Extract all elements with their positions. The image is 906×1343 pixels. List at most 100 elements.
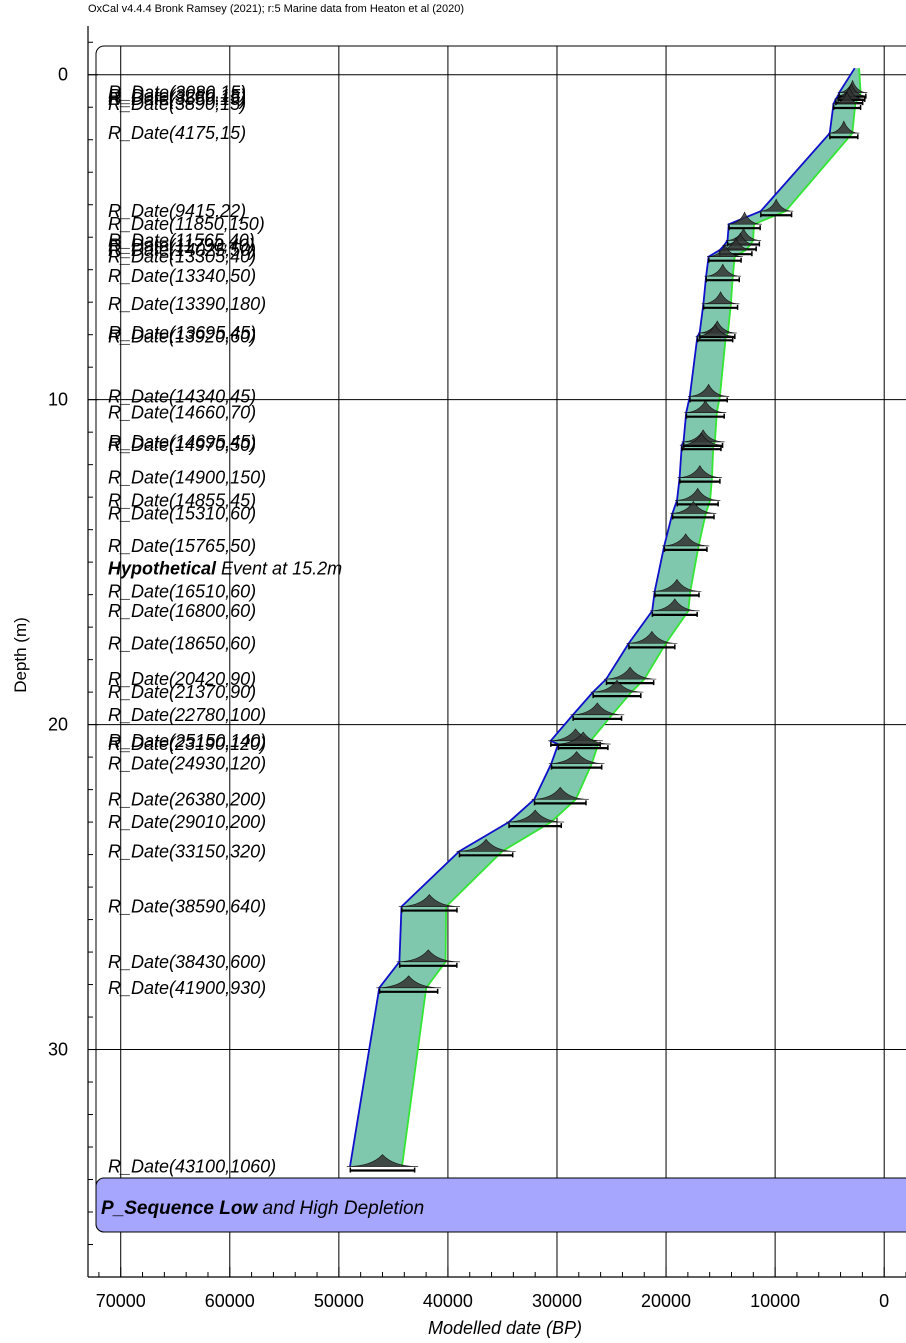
sample-label-0: R_Date(3080,15)	[108, 83, 246, 103]
sequence-label-bold: P_Sequence Low	[101, 1198, 258, 1219]
chart-header: OxCal v4.4.4 Bronk Ramsey (2021); r:5 Ma…	[88, 3, 464, 15]
sample-label-18: R_Date(14970,50)	[108, 435, 256, 455]
envelope-young-edge	[401, 68, 862, 1167]
sample-peak-20	[674, 487, 721, 501]
sample-label-9: R_Date(14025,50)	[108, 240, 256, 260]
event-label-rest: Event at 15.2m	[216, 559, 342, 579]
x-tick-label-60000: 60000	[205, 1291, 255, 1311]
sample-peak-16	[684, 400, 727, 413]
sample-label-6: R_Date(11850,150)	[108, 214, 265, 234]
sample-label-25: R_Date(18650,60)	[108, 633, 256, 653]
sample-peak-14	[695, 323, 735, 337]
sample-label-11: R_Date(13340,50)	[108, 266, 256, 286]
sample-label-21: R_Date(15310,60)	[108, 503, 256, 523]
sample-label-19: R_Date(14900,150)	[108, 468, 266, 488]
sample-label-12: R_Date(13390,180)	[108, 294, 266, 314]
axes: 70000 60000 50000 40000 30000 20000 10000 0 0 10 2…	[48, 26, 906, 1311]
sample-peak-28	[570, 702, 625, 716]
event-label: Hypothetical Event at 15.2m	[108, 559, 342, 579]
sample-label-4: R_Date(4175,15)	[108, 123, 246, 143]
sample-peak-23	[652, 578, 702, 592]
sample-label-38: R_Date(43100,1060)	[108, 1157, 276, 1177]
sample-label-17: R_Date(14695,45)	[108, 432, 256, 452]
y-tick-label-0: 0	[58, 65, 68, 85]
sample-label-33: R_Date(29010,200)	[108, 812, 266, 832]
sample-label-10: R_Date(13305,40)	[108, 247, 256, 267]
sample-peak-11	[704, 263, 742, 277]
sequence-band: P_Sequence Low and High Depletion	[95, 45, 906, 1233]
sample-label-14: R_Date(13920,60)	[108, 326, 256, 346]
x-axis-label: Modelled date (BP)	[428, 1318, 582, 1338]
sample-peak-12	[701, 291, 740, 305]
sample-peak-13	[697, 320, 737, 334]
sample-label-2: R_Date(3550,15)	[108, 89, 246, 109]
sequence-label: P_Sequence Low and High Depletion	[101, 1198, 424, 1219]
sample-peak-27	[590, 679, 644, 693]
x-tick-label-10000: 10000	[750, 1291, 800, 1311]
sample-peak-32	[531, 786, 589, 800]
sample-label-26: R_Date(20420,90)	[108, 669, 256, 689]
sample-peak-30	[555, 731, 611, 745]
sample-peak-35	[398, 894, 461, 907]
sample-label-13: R_Date(13695,45)	[108, 323, 256, 343]
sample-marks	[346, 79, 868, 1173]
y-tick-label-10: 10	[48, 390, 68, 410]
sample-peak-36	[396, 949, 461, 963]
grid-lines	[88, 46, 906, 1277]
sample-peak-19	[677, 465, 723, 478]
sample-peak-22	[662, 533, 710, 547]
y-axis-label: Depth (m)	[11, 617, 30, 693]
y-tick-label-30: 30	[48, 1040, 68, 1060]
sample-peak-6	[727, 211, 762, 225]
y-tick-label-20: 20	[48, 715, 68, 735]
sample-peak-4	[828, 120, 860, 134]
sample-peak-1	[836, 82, 867, 97]
sample-peak-5	[759, 198, 794, 212]
sample-label-30: R_Date(23190,120)	[108, 734, 266, 754]
sample-label-7: R_Date(11565,40)	[108, 230, 255, 250]
x-tick-label-50000: 50000	[314, 1291, 364, 1311]
sample-peak-15	[687, 383, 730, 397]
x-tick-label-20000: 20000	[641, 1291, 691, 1311]
sample-label-16: R_Date(14660,70)	[108, 403, 256, 423]
sample-peak-34	[456, 838, 516, 852]
sample-label-31: R_Date(24930,120)	[108, 754, 266, 774]
sample-label-27: R_Date(21370,90)	[108, 682, 256, 702]
x-tick-label-30000: 30000	[532, 1291, 582, 1311]
sample-peak-3	[832, 91, 863, 105]
sample-peak-38	[346, 1154, 419, 1167]
sample-label-8: R_Date(11790,40)	[108, 235, 255, 255]
sample-peak-21	[670, 500, 717, 514]
x-tick-label-0: 0	[879, 1291, 889, 1311]
sample-peak-31	[548, 751, 605, 764]
age-depth-envelope	[349, 67, 862, 1167]
sample-peak-8	[722, 232, 758, 246]
sample-label-37: R_Date(41900,930)	[108, 978, 266, 998]
sample-peak-10	[706, 243, 743, 258]
sample-peak-18	[679, 432, 724, 446]
envelope-old-edge	[349, 67, 856, 1167]
x-tick-label-70000: 70000	[96, 1291, 146, 1311]
sample-peak-7	[725, 227, 762, 241]
sample-label-24: R_Date(16800,60)	[108, 601, 256, 621]
sample-label-23: R_Date(16510,60)	[108, 581, 256, 601]
sample-peak-29	[548, 728, 603, 742]
sample-labels: R_Date(3080,15)R_Date(3280,15)R_Date(355…	[108, 83, 342, 1177]
sequence-label-rest: and High Depletion	[257, 1198, 424, 1219]
sample-label-20: R_Date(14855,45)	[108, 490, 256, 510]
sample-label-36: R_Date(38430,600)	[108, 952, 266, 972]
sample-label-3: R_Date(3890,15)	[108, 94, 246, 114]
sample-label-29: R_Date(25150,140)	[108, 731, 266, 751]
envelope-fill	[350, 68, 861, 1167]
sample-peak-26	[603, 666, 657, 680]
x-tick-label-40000: 40000	[423, 1291, 473, 1311]
sample-label-32: R_Date(26380,200)	[108, 789, 266, 809]
sample-label-1: R_Date(3280,15)	[108, 86, 246, 106]
sample-peak-25	[626, 630, 678, 644]
sample-label-28: R_Date(22780,100)	[108, 705, 266, 725]
sample-peak-24	[649, 598, 700, 612]
sequence-band-fill	[95, 1177, 906, 1233]
sample-peak-2	[834, 86, 865, 100]
sample-label-5: R_Date(9415,22)	[108, 201, 246, 221]
